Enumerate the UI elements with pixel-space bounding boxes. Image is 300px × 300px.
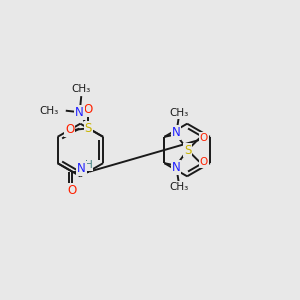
Text: CH₃: CH₃ [72,84,91,94]
Text: N: N [172,161,181,174]
Text: O: O [84,103,93,116]
Text: N: N [75,106,84,119]
Text: S: S [85,122,92,135]
Text: O: O [65,123,74,136]
Text: CH₃: CH₃ [169,182,188,192]
Text: N: N [77,162,85,175]
Text: O: O [200,157,208,167]
Text: CH₃: CH₃ [169,108,188,118]
Text: H: H [85,160,93,170]
Text: O: O [200,133,208,143]
Text: S: S [184,143,191,157]
Text: O: O [68,184,77,197]
Text: CH₃: CH₃ [40,106,59,116]
Text: N: N [172,126,181,139]
